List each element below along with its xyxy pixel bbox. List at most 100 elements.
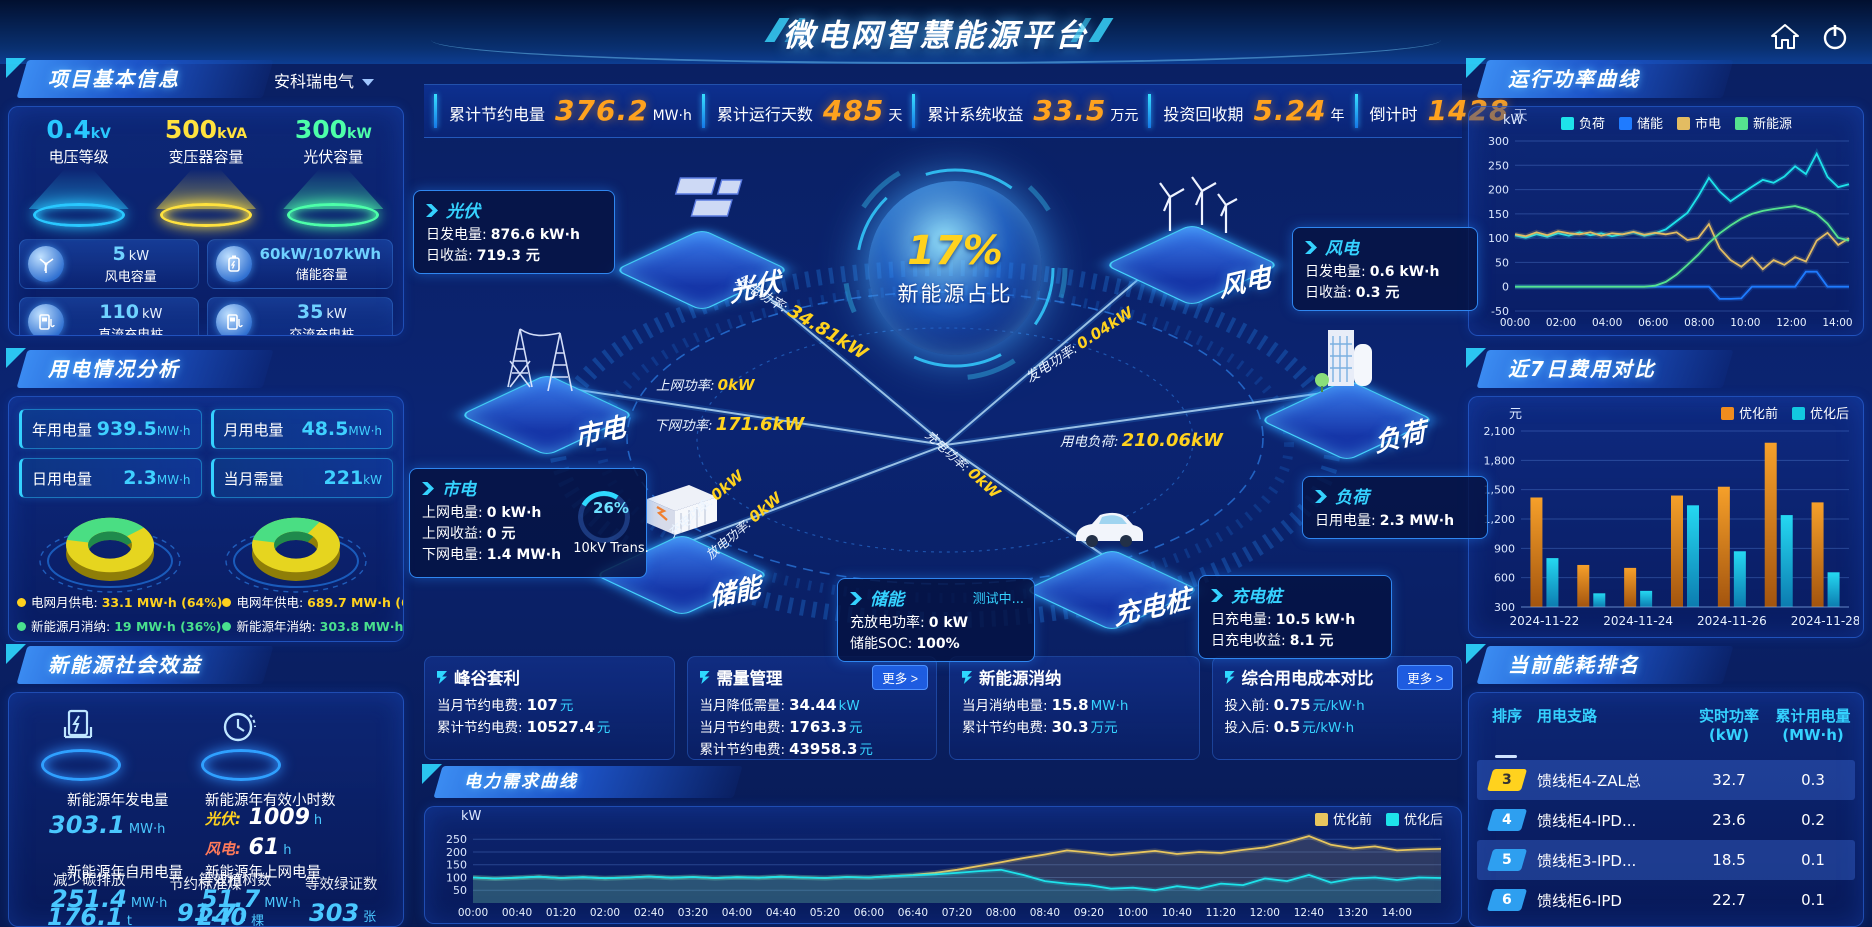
svg-text:09:20: 09:20 (1074, 907, 1104, 919)
svg-text:-50: -50 (1491, 305, 1509, 318)
light-beam (28, 169, 129, 209)
company-select[interactable]: 安科瑞电气 (274, 68, 374, 92)
legend-item: 储能 (1619, 113, 1663, 132)
tree-value: 240 (197, 903, 248, 927)
light-beam (283, 169, 384, 209)
hours-pedestal (195, 705, 281, 783)
stat-label: 月用电量 (223, 420, 284, 439)
svg-text:10:40: 10:40 (1162, 907, 1192, 919)
home-icon[interactable] (1768, 20, 1802, 54)
col-energy: 累计用电量 (MW·h) (1775, 707, 1851, 744)
table-row[interactable]: 6 馈线柜6-IPD 22.7 0.1 (1477, 880, 1855, 920)
power-icon[interactable] (1818, 20, 1852, 54)
page-title: 微电网智慧能源平台 (783, 18, 1089, 54)
table-row[interactable]: 4 馈线柜4-IPD... 23.6 0.2 (1477, 800, 1855, 840)
card-title: 综合用电成本对比 (1241, 669, 1374, 688)
svg-text:01:20: 01:20 (546, 907, 576, 919)
svg-text:2024-11-28: 2024-11-28 (1791, 614, 1859, 628)
col-rank: 排序 (1491, 707, 1522, 725)
stat-unit: 天 (888, 108, 903, 124)
card-label: 风电容量 (104, 270, 157, 285)
callout-storage: 储能 测试中... 充放电功率: 0 kW 储能SOC: 100% (837, 578, 1035, 662)
battery-icon (215, 246, 252, 282)
svg-text:14:00: 14:00 (1382, 907, 1412, 919)
callout-load: 负荷 日用电量: 2.3 MW·h (1302, 476, 1488, 539)
gauge-value: 26% (593, 499, 629, 517)
svg-text:06:00: 06:00 (854, 907, 884, 919)
legend-item: 优化前 (1720, 403, 1778, 422)
carbon-value: 176.1 (47, 903, 123, 927)
svg-text:250: 250 (1488, 159, 1509, 172)
platform-value: 0.4 (46, 115, 91, 144)
panel-body: 年用电量 939.5MW·h 月用电量 48.5MW·h 日用电量 2.3MW·h 当… (8, 396, 404, 642)
rank-badge: 4 (1486, 809, 1528, 831)
callout-row: 上网收益: 0 元 (422, 526, 516, 542)
stat-unit: 年 (1330, 108, 1345, 124)
stat-payback-period: 投资回收期 5.24 年 (1138, 94, 1345, 128)
callout-row: 下网电量: 1.4 MW·h (422, 547, 562, 563)
callout-title: 光伏 (446, 202, 480, 222)
deco-slash (1088, 18, 1114, 42)
svg-text:150: 150 (1488, 208, 1509, 221)
bolt-icon (437, 671, 447, 684)
card-row: 当月节约电费: 1763.3 元 (699, 718, 863, 736)
bolt-icon (699, 671, 710, 684)
col-power: 实时功率 (kW) (1698, 707, 1759, 744)
callout-row: 日充电量: 10.5 kW·h (1211, 612, 1356, 628)
more-button[interactable]: 更多 > (872, 665, 928, 690)
battery-container-icon (647, 485, 717, 535)
more-button[interactable]: 更多 > (1397, 665, 1453, 690)
island-grid: 市电 (459, 315, 635, 457)
separator (701, 94, 705, 128)
table-row[interactable]: 3 馈线柜4-ZAL总 32.7 0.3 (1477, 760, 1855, 800)
panel-power-usage: 用电情况分析 年用电量 939.5MW·h 月用电量 48.5MW·h 日用电量 2.… (6, 348, 404, 642)
callout-row: 上网电量: 0 kW·h (422, 505, 542, 521)
table-row[interactable]: 5 馈线柜3-IPD... 18.5 0.1 (1477, 840, 1855, 880)
branch-name: 馈线柜6-IPD (1537, 891, 1622, 910)
card-new-energy-consumption: 新能源消纳 当月消纳电量: 15.8 MW·h 累计节约电费: 30.3 万元 (949, 656, 1200, 760)
callout-row: 充放电功率: 0 kW (850, 615, 969, 631)
flow-load-power: 用电负荷: 210.06kW (1060, 430, 1223, 451)
legend-value: 689.7 MW·h (69%) (307, 595, 403, 610)
legend-grid-year: 电网年供电: 689.7 MW·h (69%) (222, 592, 403, 611)
callout-title: 充电桩 (1231, 587, 1282, 607)
cert-label: 等效绿证数 (305, 877, 378, 893)
callout-row: 储能SOC: 100% (850, 636, 960, 652)
card-row: 累计节约电费: 43958.3 元 (699, 740, 873, 758)
svg-text:1,200: 1,200 (1484, 513, 1516, 526)
light-beam (155, 169, 256, 209)
panel-header: 新能源社会效益 (16, 646, 273, 684)
self-use-label: 新能源年自用电量 (67, 865, 183, 881)
wind-hours-unit: h (283, 843, 292, 858)
panel-header: 电力需求曲线 (433, 766, 743, 798)
stat-month-demand: 当月需量 221kW (210, 458, 393, 498)
svg-text:600: 600 (1494, 572, 1515, 585)
legend-item: 新能源 (1735, 113, 1792, 132)
top-header: 微电网智慧能源平台 (0, 0, 1872, 64)
separator (434, 94, 437, 128)
legend-dot (17, 598, 26, 607)
legend-dot (222, 622, 232, 631)
panel-title: 项目基本信息 (48, 67, 180, 91)
card-row: 累计节约电费: 30.3 万元 (962, 718, 1118, 736)
glow-ring (287, 203, 380, 227)
svg-text:2024-11-26: 2024-11-26 (1697, 614, 1767, 628)
svg-text:300: 300 (1494, 601, 1515, 614)
panel-7day-cost: 近7日费用对比 元 优化前 优化后 2,100 1,800 1,500 1,200 90… (1466, 348, 1864, 638)
panel-header: 运行功率曲线 (1476, 60, 1733, 98)
platform-unit: kV (90, 126, 111, 142)
total-energy: 0.1 (1801, 891, 1825, 909)
panel-body: 元 优化前 优化后 2,100 1,800 1,500 1,200 900 600 300 2… (1468, 396, 1864, 638)
callout-title: 负荷 (1335, 488, 1369, 508)
legend-label: 新能源年消纳: (236, 619, 316, 634)
stat-unit: MW·h (348, 424, 382, 438)
platform-unit: kVA (217, 126, 248, 142)
platform-pv: 300kW 光伏容量 (274, 115, 392, 227)
callout-charger: 充电桩 日充电量: 10.5 kW·h 日充电收益: 8.1 元 (1198, 575, 1392, 659)
bolt-icon (1224, 671, 1235, 684)
carbon-unit: t (126, 914, 133, 927)
y-axis-unit: 元 (1509, 407, 1523, 422)
new-energy-ratio-label: 新能源占比 (897, 282, 1013, 306)
